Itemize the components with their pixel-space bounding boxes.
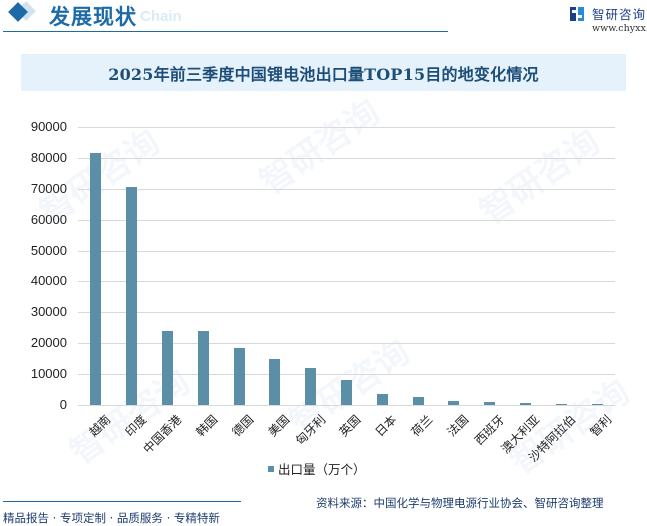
gridline [78,312,615,314]
x-tick-label: 韩国 [193,412,221,440]
bar [126,186,138,405]
legend-label: 出口量（万个） [278,462,366,477]
y-tick-label: 70000 [30,180,67,196]
x-tick-label: 英国 [336,412,364,440]
legend: 出口量（万个） [268,459,366,478]
bar [197,330,209,405]
footer-slogan: 精品报告 · 专项定制 · 品质服务 · 专精特新 [3,511,220,525]
bar [448,401,460,405]
y-tick-label: 50000 [30,242,67,258]
plot-area [78,127,615,406]
y-tick-label: 80000 [30,149,67,165]
brand-name: 智研咨询 [592,7,647,22]
bar [591,404,603,405]
bar [520,403,531,405]
footer-divider [3,501,241,502]
gridline [78,374,615,376]
gridline [78,188,615,190]
bar [90,152,102,405]
header-ghost-text: Chain [140,8,182,25]
x-tick-label: 中国香港 [140,412,185,457]
data-source: 资料来源：中国化学与物理电源行业协会、智研咨询整理 [316,496,604,510]
x-tick-label: 越南 [86,412,114,440]
x-tick-label: 智利 [587,412,615,440]
gridline [78,157,615,159]
x-tick-label: 印度 [122,412,150,440]
gridline [78,250,615,252]
page-header: Chain 发展现状 智研咨询 www.chyxx.com [0,0,647,40]
brand-url: www.chyxx.com [592,23,647,34]
header-divider [3,31,448,32]
bar [376,394,388,405]
x-tick-label: 荷兰 [408,412,436,440]
bar [484,402,496,405]
y-tick-label: 20000 [30,335,67,351]
gridline [78,281,615,283]
chart-title: 2025年前三季度中国锂电池出口量TOP15目的地变化情况 [108,64,539,84]
y-tick-label: 0 [59,397,67,412]
x-tick-label: 德国 [229,412,257,440]
gridline [78,405,615,406]
section-title: 发展现状 [49,4,137,29]
brand-logo-icon [570,6,584,21]
chart-title-band: 2025年前三季度中国锂电池出口量TOP15目的地变化情况 [21,54,626,91]
brand-logo-group: 智研咨询 [570,4,646,23]
bar [555,403,567,405]
bar [341,379,352,405]
x-tick-label: 日本 [372,412,400,440]
diamond-icon [10,5,28,23]
gridline [78,343,615,345]
legend-swatch [268,465,274,472]
bar [305,367,317,405]
x-tick-label: 美国 [265,412,293,440]
y-tick-label: 10000 [30,366,67,382]
bar [269,358,281,405]
y-tick-label: 30000 [30,304,67,320]
gridline [78,219,615,221]
y-tick-label: 60000 [30,211,67,227]
bar [162,330,173,405]
x-tick-label: 匈牙利 [292,412,329,448]
y-tick-label: 90000 [30,119,67,134]
bar [412,397,424,405]
x-tick-label: 法国 [444,412,472,440]
y-tick-label: 40000 [30,273,67,289]
gridline [78,127,615,128]
bar [233,347,245,405]
